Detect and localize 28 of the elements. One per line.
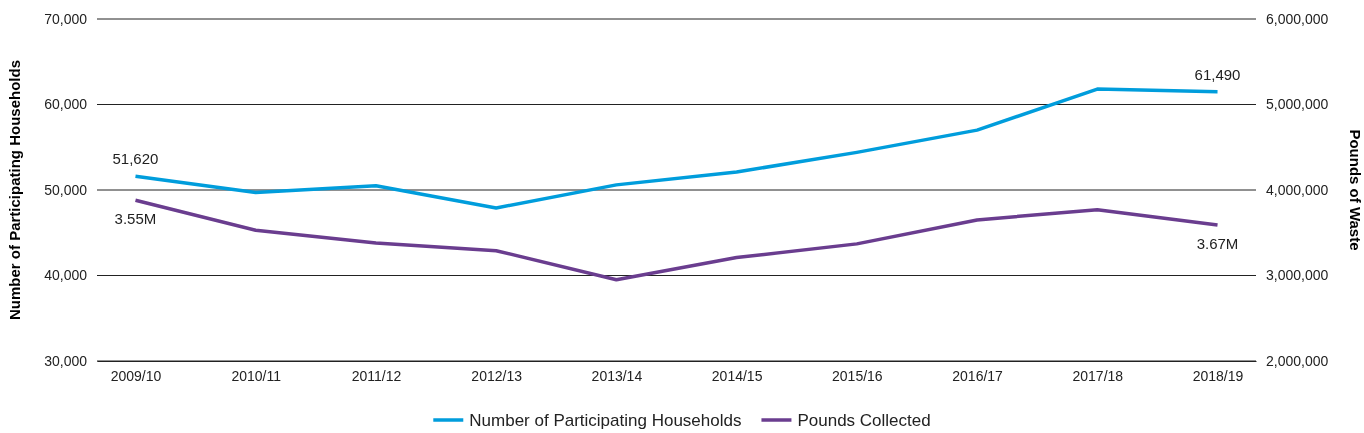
x-tick-label: 2014/15 bbox=[711, 367, 763, 384]
x-tick-label: 2018/19 bbox=[1192, 367, 1244, 384]
y-tick-label: 70,000 bbox=[44, 10, 88, 27]
legend-label: Pounds Collected bbox=[797, 411, 931, 430]
data-label: 51,620 bbox=[112, 150, 159, 168]
x-tick-label: 2010/11 bbox=[231, 367, 282, 384]
y-tick-label: 50,000 bbox=[44, 181, 88, 198]
annotation: 3.67M bbox=[1196, 235, 1239, 253]
x-tick-label: 2012/13 bbox=[471, 367, 523, 384]
y2-tick-label: 3,000,000 bbox=[1266, 267, 1329, 284]
y2-tick-label: 4,000,000 bbox=[1266, 181, 1329, 198]
x-tick-label: 2015/16 bbox=[832, 367, 883, 384]
y-axis-title: Number of Participating Households bbox=[6, 59, 23, 321]
x-tick-label: 2017/18 bbox=[1072, 367, 1124, 384]
annotation: 3.55M bbox=[114, 210, 157, 228]
data-label: 61,490 bbox=[1194, 65, 1241, 83]
y2-tick-label: 6,000,000 bbox=[1266, 10, 1329, 27]
x-tick-label: 2013/14 bbox=[591, 367, 643, 384]
x-tick-label: 2009/10 bbox=[110, 367, 162, 384]
y2-tick-label: 5,000,000 bbox=[1266, 96, 1329, 113]
y-tick-label: 60,000 bbox=[44, 96, 88, 113]
legend-label: Number of Participating Households bbox=[469, 411, 742, 430]
x-tick-label: 2011/12 bbox=[351, 367, 402, 384]
y2-tick-label: 2,000,000 bbox=[1266, 352, 1329, 369]
y-tick-label: 40,000 bbox=[44, 267, 88, 284]
x-tick-label: 2016/17 bbox=[952, 367, 1004, 384]
y-tick-label: 30,000 bbox=[44, 352, 88, 369]
y2-axis-title: Pounds of Waste bbox=[1347, 129, 1364, 251]
